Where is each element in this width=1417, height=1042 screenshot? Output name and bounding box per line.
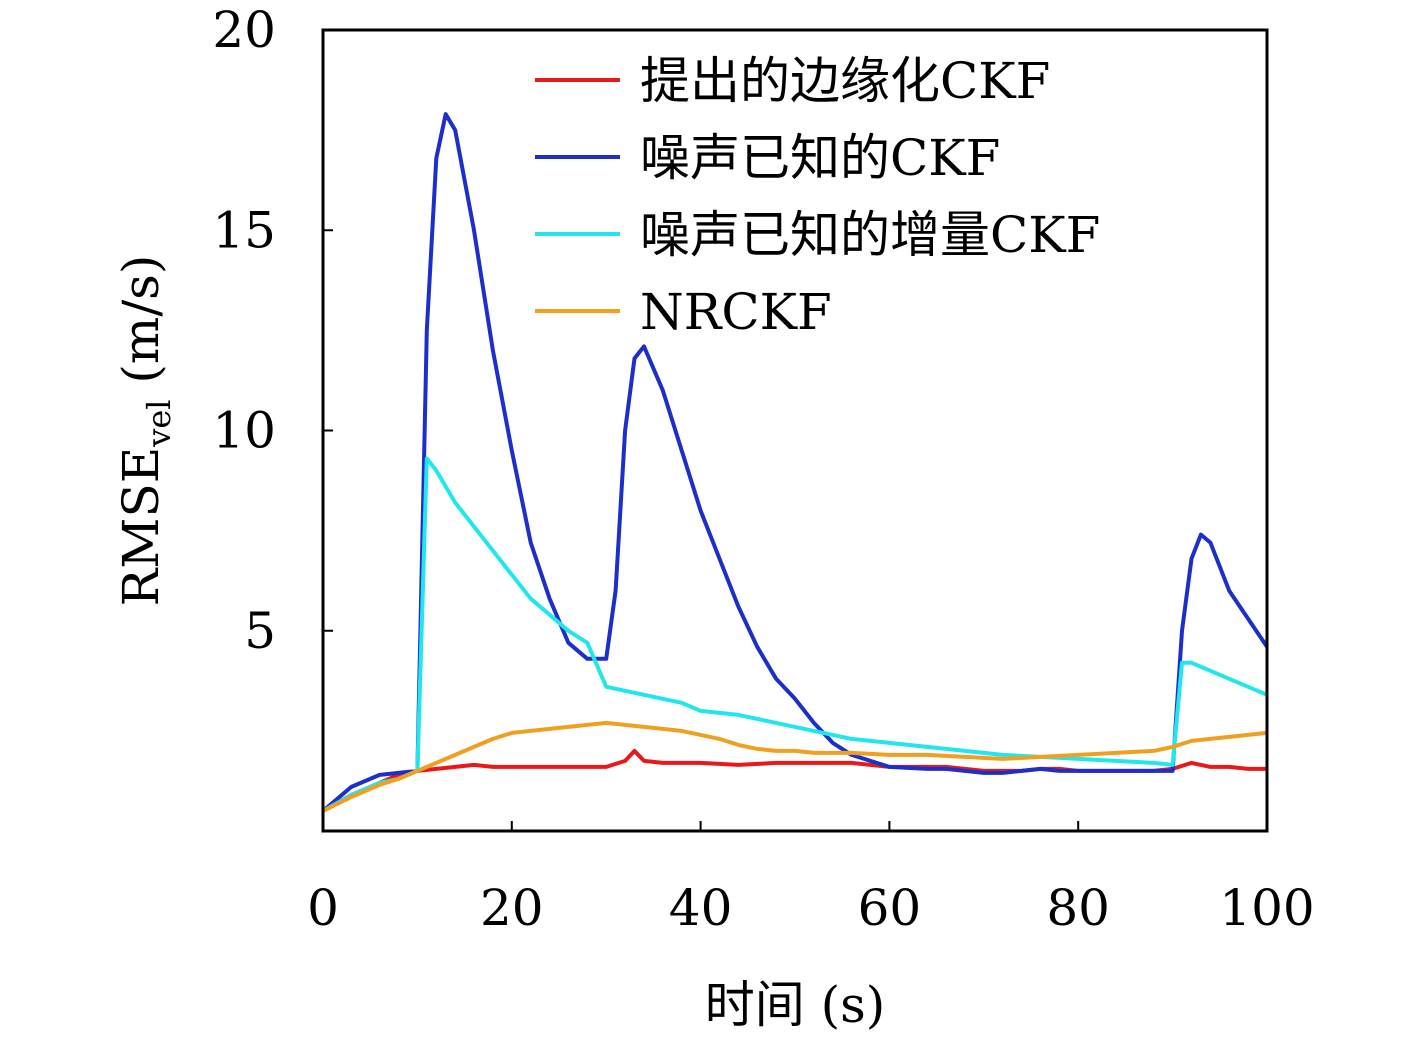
x-axis-title: 时间 (s) bbox=[705, 976, 886, 1034]
x-tick-label: 40 bbox=[669, 879, 733, 937]
series-layer bbox=[321, 112, 1269, 813]
legend-label-2: 噪声已知的CKF bbox=[640, 129, 1000, 187]
series-line-4 bbox=[322, 720, 1268, 813]
y-axis-title-main: RMSE bbox=[112, 447, 170, 607]
legend-label-1: 提出的边缘化CKF bbox=[640, 52, 1050, 110]
x-tick-label: 20 bbox=[480, 879, 544, 937]
y-axis-title-unit: (m/s) bbox=[112, 255, 170, 400]
legend: 提出的边缘化CKF 噪声已知的CKF 噪声已知的增量CKF NRCKF bbox=[535, 52, 1100, 341]
y-tick-label: 20 bbox=[212, 1, 276, 59]
x-tick-label: 0 bbox=[307, 879, 339, 937]
x-tick-label: 80 bbox=[1046, 879, 1110, 937]
x-tick-label: 60 bbox=[858, 879, 922, 937]
y-tick-label: 5 bbox=[244, 602, 276, 660]
y-tick-label: 10 bbox=[212, 402, 276, 460]
series-line-2 bbox=[321, 112, 1269, 813]
y-axis-title: RMSEvel (m/s) bbox=[112, 255, 178, 607]
legend-label-3: 噪声已知的增量CKF bbox=[640, 206, 1100, 264]
series-line-3 bbox=[322, 456, 1268, 813]
x-tick-label: 100 bbox=[1219, 879, 1314, 937]
legend-label-4: NRCKF bbox=[640, 283, 832, 341]
y-tick-label: 15 bbox=[212, 201, 276, 259]
ticks-layer: 0 20 40 60 80 100 5 10 15 20 bbox=[212, 1, 1314, 937]
y-axis-title-subscript: vel bbox=[140, 399, 178, 447]
